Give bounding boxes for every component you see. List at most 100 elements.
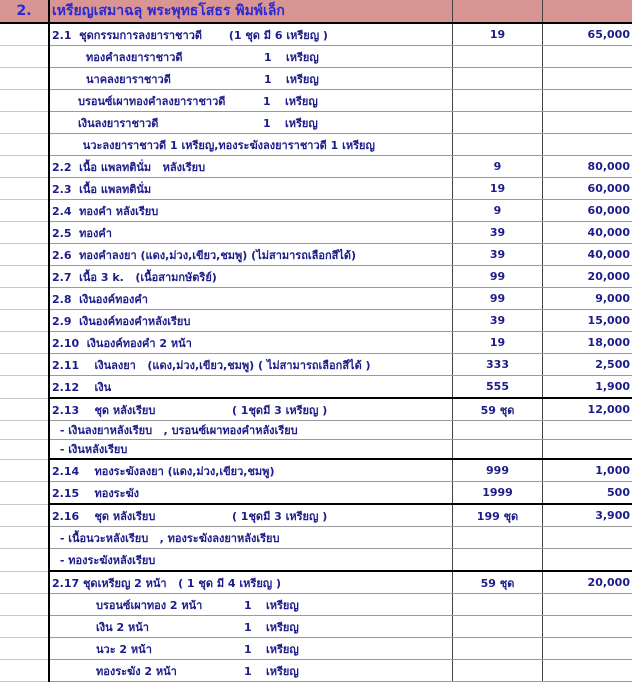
description-cell[interactable]: 2.10 เงินองค์ทองคำ 2 หน้า xyxy=(49,332,453,354)
description-cell[interactable]: 2.17 ชุดเหรียญ 2 หน้า ( 1 ชุด มี 4 เหรีย… xyxy=(49,571,453,594)
price-cell[interactable] xyxy=(543,549,632,572)
quantity-cell[interactable]: 9 xyxy=(453,200,543,222)
price-cell[interactable] xyxy=(543,594,632,616)
price-cell[interactable] xyxy=(543,68,632,90)
quantity-cell[interactable] xyxy=(453,638,543,660)
quantity-cell[interactable]: 19 xyxy=(453,332,543,354)
quantity-cell[interactable] xyxy=(453,90,543,112)
price-cell[interactable]: 40,000 xyxy=(543,244,632,266)
quantity-cell[interactable] xyxy=(453,134,543,156)
header-price-cell[interactable] xyxy=(543,0,632,23)
quantity-cell[interactable]: 1999 xyxy=(453,482,543,505)
row-number-cell[interactable] xyxy=(0,660,49,682)
quantity-cell[interactable] xyxy=(453,46,543,68)
quantity-cell[interactable] xyxy=(453,421,543,440)
header-qty-cell[interactable] xyxy=(453,0,543,23)
price-cell[interactable] xyxy=(543,421,632,440)
description-cell[interactable]: 2.8 เงินองค์ทองคำ xyxy=(49,288,453,310)
price-cell[interactable]: 40,000 xyxy=(543,222,632,244)
description-cell[interactable]: - ทองระฆังหลังเรียบ xyxy=(49,549,453,572)
row-number-cell[interactable] xyxy=(0,200,49,222)
row-number-cell[interactable] xyxy=(0,527,49,549)
description-cell[interactable]: 2.2 เนื้อ แพลทตินั่ม หลังเรียบ xyxy=(49,156,453,178)
row-number-cell[interactable] xyxy=(0,156,49,178)
description-cell[interactable]: 2.9 เงินองค์ทองคำหลังเรียบ xyxy=(49,310,453,332)
row-number-cell[interactable] xyxy=(0,482,49,505)
description-cell[interactable]: 2.3 เนื้อ แพลทตินั่ม xyxy=(49,178,453,200)
row-number-cell[interactable] xyxy=(0,571,49,594)
quantity-cell[interactable]: 333 xyxy=(453,354,543,376)
quantity-cell[interactable]: 59 ชุด xyxy=(453,571,543,594)
description-cell[interactable]: - เงินหลังเรียบ xyxy=(49,440,453,460)
price-cell[interactable]: 1,000 xyxy=(543,459,632,482)
price-cell[interactable]: 65,000 xyxy=(543,23,632,46)
row-number-cell[interactable] xyxy=(0,244,49,266)
quantity-cell[interactable]: 19 xyxy=(453,178,543,200)
price-cell[interactable]: 20,000 xyxy=(543,266,632,288)
row-number-cell[interactable] xyxy=(0,134,49,156)
description-cell[interactable]: 2.13 ชุด หลังเรียบ ( 1ชุดมี 3 เหรียญ ) xyxy=(49,398,453,421)
price-cell[interactable]: 80,000 xyxy=(543,156,632,178)
price-cell[interactable]: 60,000 xyxy=(543,178,632,200)
quantity-cell[interactable]: 199 ชุด xyxy=(453,504,543,527)
row-number-cell[interactable] xyxy=(0,504,49,527)
price-cell[interactable]: 1,900 xyxy=(543,376,632,399)
price-cell[interactable] xyxy=(543,134,632,156)
row-number-cell[interactable] xyxy=(0,616,49,638)
price-cell[interactable]: 2,500 xyxy=(543,354,632,376)
quantity-cell[interactable]: 59 ชุด xyxy=(453,398,543,421)
description-cell[interactable]: 2.4 ทองคำ หลังเรียบ xyxy=(49,200,453,222)
quantity-cell[interactable] xyxy=(453,68,543,90)
price-cell[interactable]: 12,000 xyxy=(543,398,632,421)
price-cell[interactable] xyxy=(543,660,632,682)
quantity-cell[interactable] xyxy=(453,616,543,638)
quantity-cell[interactable] xyxy=(453,549,543,572)
quantity-cell[interactable] xyxy=(453,594,543,616)
quantity-cell[interactable]: 9 xyxy=(453,156,543,178)
description-cell[interactable]: 2.1 ชุดกรรมการลงยาราชาวดี (1 ชุด มี 6 เห… xyxy=(49,23,453,46)
description-cell[interactable]: 2.12 เงิน xyxy=(49,376,453,399)
price-cell[interactable] xyxy=(543,46,632,68)
description-cell[interactable]: 2.7 เนื้อ 3 k. (เนื้อสามกษัตริย์) xyxy=(49,266,453,288)
row-number-cell[interactable] xyxy=(0,90,49,112)
row-number-cell[interactable] xyxy=(0,310,49,332)
description-cell[interactable]: - เนื้อนวะหลังเรียบ , ทองระฆังลงยาหลังเร… xyxy=(49,527,453,549)
price-cell[interactable] xyxy=(543,112,632,134)
description-cell[interactable]: 2.15 ทองระฆัง xyxy=(49,482,453,505)
price-cell[interactable]: 3,900 xyxy=(543,504,632,527)
description-cell[interactable]: - เงินลงยาหลังเรียบ , บรอนซ์เผาทองคำหลัง… xyxy=(49,421,453,440)
row-number-cell[interactable] xyxy=(0,112,49,134)
price-cell[interactable]: 9,000 xyxy=(543,288,632,310)
quantity-cell[interactable] xyxy=(453,527,543,549)
row-number-cell[interactable] xyxy=(0,222,49,244)
row-number-cell[interactable] xyxy=(0,23,49,46)
description-cell[interactable]: 2.5 ทองคำ xyxy=(49,222,453,244)
price-cell[interactable]: 20,000 xyxy=(543,571,632,594)
description-cell[interactable]: 2.6 ทองคำลงยา (แดง,ม่วง,เขียว,ชมพู) (ไม่… xyxy=(49,244,453,266)
quantity-cell[interactable] xyxy=(453,660,543,682)
description-cell[interactable]: 2.14 ทองระฆังลงยา (แดง,ม่วง,เขียว,ชมพู) xyxy=(49,459,453,482)
price-cell[interactable] xyxy=(543,638,632,660)
quantity-cell[interactable]: 19 xyxy=(453,23,543,46)
description-cell[interactable]: 2.11 เงินลงยา (แดง,ม่วง,เขียว,ชมพู) ( ไม… xyxy=(49,354,453,376)
price-cell[interactable]: 18,000 xyxy=(543,332,632,354)
description-cell[interactable]: 2.16 ชุด หลังเรียบ ( 1ชุดมี 3 เหรียญ ) xyxy=(49,504,453,527)
price-cell[interactable]: 60,000 xyxy=(543,200,632,222)
row-number-cell[interactable] xyxy=(0,549,49,572)
quantity-cell[interactable]: 39 xyxy=(453,310,543,332)
row-number-cell[interactable] xyxy=(0,376,49,399)
row-number-cell[interactable] xyxy=(0,638,49,660)
quantity-cell[interactable]: 39 xyxy=(453,222,543,244)
row-number-cell[interactable] xyxy=(0,266,49,288)
price-cell[interactable] xyxy=(543,440,632,460)
price-cell[interactable]: 500 xyxy=(543,482,632,505)
quantity-cell[interactable]: 99 xyxy=(453,266,543,288)
price-cell[interactable] xyxy=(543,616,632,638)
quantity-cell[interactable]: 555 xyxy=(453,376,543,399)
row-number-cell[interactable] xyxy=(0,440,49,460)
